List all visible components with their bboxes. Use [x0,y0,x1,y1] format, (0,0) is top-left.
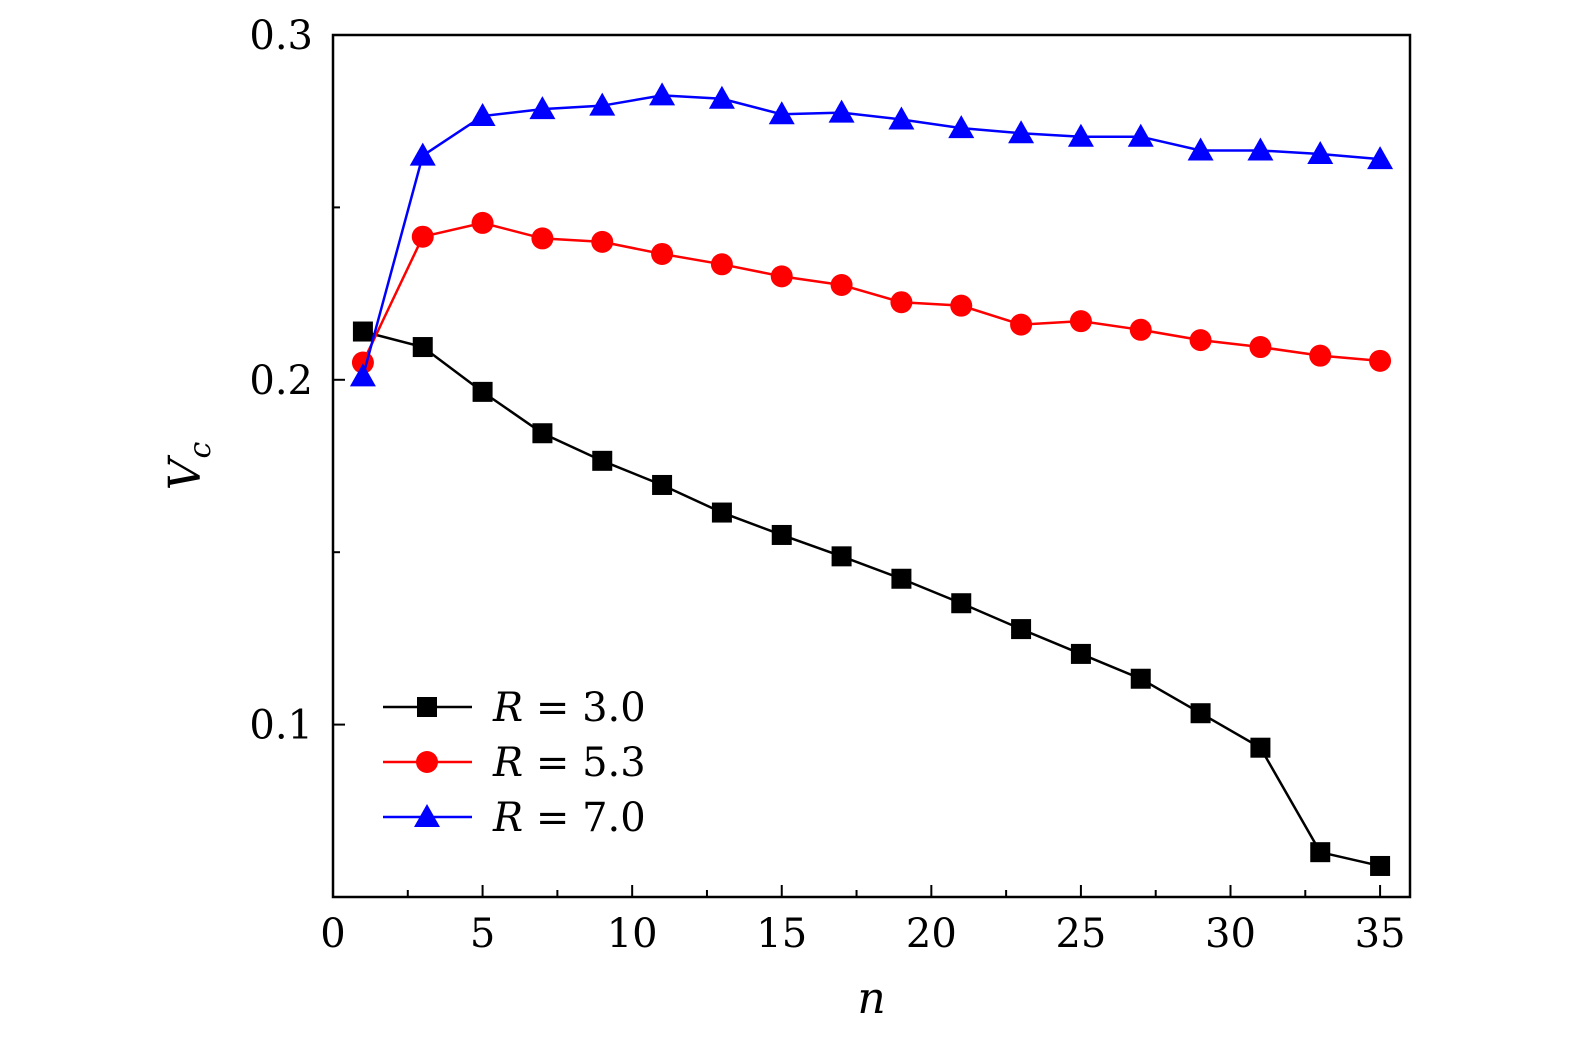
legend-marker [417,697,437,717]
legend-item: R = 7.0 [383,795,646,841]
data-point [531,227,554,250]
data-point [1370,855,1391,876]
y-tick-label: 0.2 [249,358,313,404]
data-point [472,381,493,402]
y-axis-title-subscript: c [183,442,218,459]
data-point [770,265,793,288]
data-point [589,92,616,116]
data-point [891,568,912,589]
data-point [469,103,496,127]
legend-item: R = 5.3 [383,740,646,786]
legend-variable: R [492,685,523,731]
data-point [948,115,975,139]
legend-item: R = 3.0 [383,685,646,731]
legend-variable: R [492,740,523,786]
legend-marker [414,804,440,827]
data-point [711,502,732,523]
data-point [768,101,795,125]
data-point [708,85,735,109]
legend-value: 3.0 [582,685,646,731]
data-point [1307,140,1334,164]
data-point [1008,120,1035,144]
x-tick-label: 10 [607,911,658,957]
plot-marks [349,82,1394,876]
data-point [1129,318,1152,341]
data-point [1069,310,1092,333]
data-point [471,211,494,234]
data-point [409,142,436,166]
data-point [352,321,373,342]
series-line [361,94,1381,377]
x-tick-label: 25 [1055,911,1106,957]
data-point [591,230,614,253]
legend-label: R = 7.0 [492,795,646,841]
x-axis-title: n [857,973,885,1024]
data-point [1369,349,1392,372]
legend-equals: = [523,795,582,841]
data-point [1010,313,1033,336]
series-line [361,221,1381,364]
data-point [529,96,556,120]
y-tick-label: 0.1 [249,703,313,749]
data-point [831,546,852,567]
data-point [710,253,733,276]
y-axis-title-main: V [160,454,211,490]
data-point [1310,842,1331,863]
data-point [950,294,973,317]
data-point [1249,336,1272,359]
legend-value: 5.3 [582,740,646,786]
data-point [1190,703,1211,724]
data-point [828,99,855,123]
x-tick-label: 15 [756,911,807,957]
data-point [830,273,853,296]
data-point [1187,137,1214,161]
data-point [1130,668,1151,689]
series-2 [351,211,1392,374]
data-point [1309,344,1332,367]
x-tick-label: 0 [320,911,345,957]
data-point [1367,146,1394,170]
data-point [951,593,972,614]
data-point [412,337,433,358]
series-3 [349,82,1394,387]
data-point [890,291,913,314]
legend-variable: R [492,795,523,841]
legend-equals: = [523,740,582,786]
data-point [1070,643,1091,664]
legend-value: 7.0 [582,795,646,841]
plot-frame [331,33,1412,899]
data-point [411,225,434,248]
legend-marker [416,751,438,773]
axis-tick-labels: 0 5 10 15 20 25 30 35 0.1 0.2 0.3 [249,13,1405,957]
legend-equals: = [523,685,582,731]
data-point [1127,123,1154,147]
legend-label: R = 5.3 [492,740,646,786]
x-tick-label: 20 [906,911,957,957]
data-point [1247,137,1274,161]
data-point [1011,619,1032,640]
x-tick-label: 35 [1355,911,1406,957]
data-point [771,524,792,545]
axis-ticks [332,34,1382,897]
data-point [1189,329,1212,352]
x-tick-label: 5 [470,911,495,957]
series-1 [352,321,1391,876]
legend-label: R = 3.0 [492,685,646,731]
x-tick-label: 30 [1205,911,1256,957]
data-point [649,82,676,106]
data-point [592,450,613,471]
y-axis-title: Vc [160,442,218,491]
data-point [651,242,674,265]
data-point [532,423,553,444]
y-tick-label: 0.3 [249,13,313,59]
data-point [1250,737,1271,758]
legend: R = 3.0R = 5.3R = 7.0 [383,685,646,841]
data-point [349,363,376,387]
data-point [888,106,915,130]
data-point [1067,123,1094,147]
data-point [652,474,673,495]
